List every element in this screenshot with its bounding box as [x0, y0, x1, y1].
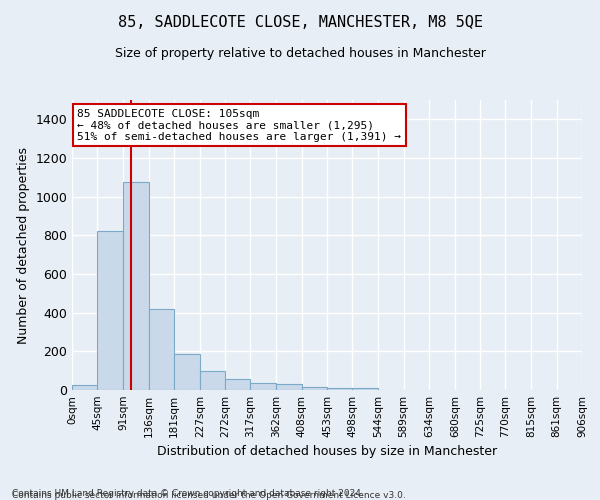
X-axis label: Distribution of detached houses by size in Manchester: Distribution of detached houses by size … [157, 446, 497, 458]
Bar [352, 388, 378, 390]
Text: Contains public sector information licensed under the Open Government Licence v3: Contains public sector information licen… [12, 491, 406, 500]
Bar [72, 385, 97, 390]
Bar [97, 230, 123, 390]
Bar [225, 380, 250, 390]
Bar [250, 382, 276, 390]
Bar [276, 384, 302, 390]
Bar [302, 387, 327, 390]
Y-axis label: Number of detached properties: Number of detached properties [17, 146, 30, 344]
Text: Size of property relative to detached houses in Manchester: Size of property relative to detached ho… [115, 48, 485, 60]
Bar [327, 388, 352, 390]
Bar [200, 370, 225, 390]
Bar [174, 354, 200, 390]
Text: Contains HM Land Registry data © Crown copyright and database right 2024.: Contains HM Land Registry data © Crown c… [12, 488, 364, 498]
Bar [149, 309, 174, 390]
Text: 85 SADDLECOTE CLOSE: 105sqm
← 48% of detached houses are smaller (1,295)
51% of : 85 SADDLECOTE CLOSE: 105sqm ← 48% of det… [77, 108, 401, 142]
Text: 85, SADDLECOTE CLOSE, MANCHESTER, M8 5QE: 85, SADDLECOTE CLOSE, MANCHESTER, M8 5QE [118, 15, 482, 30]
Bar [123, 182, 149, 390]
